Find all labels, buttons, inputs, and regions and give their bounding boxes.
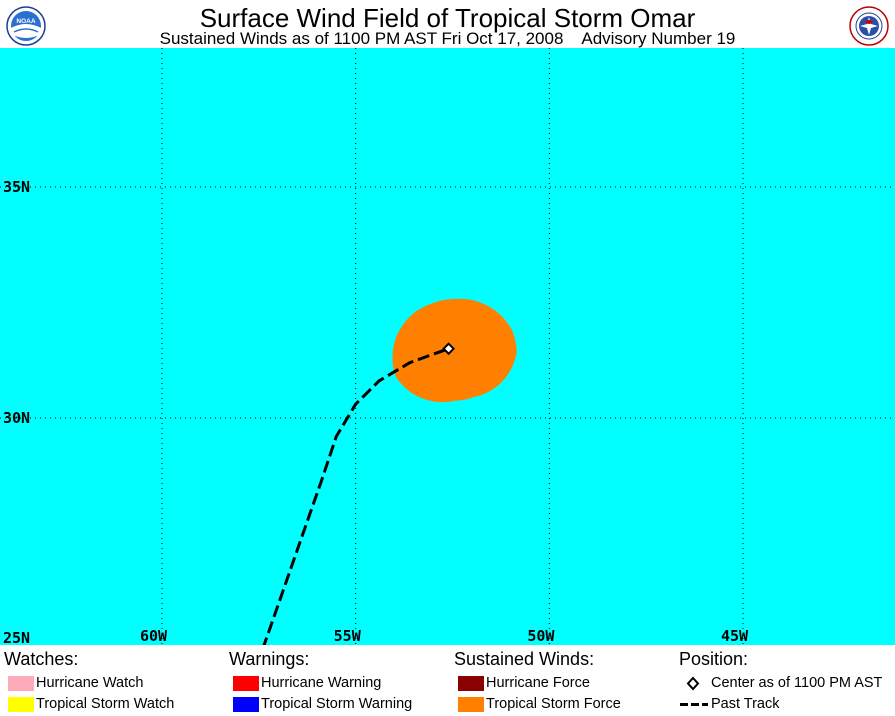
legend-item-hurricane-warning: Hurricane Warning	[229, 673, 412, 694]
legend-label: Hurricane Watch	[36, 675, 144, 691]
legend-winds-heading: Sustained Winds:	[454, 649, 595, 669]
diamond-icon	[686, 676, 700, 691]
storm-map: 35N 30N 25N 60W 55W 50W 45W	[0, 48, 895, 645]
tropical-storm-force-wind-area	[392, 298, 517, 403]
legend-item-hurricane-force: Hurricane Force	[454, 673, 621, 694]
legend-watches: Watches: Hurricane Watch Tropical Storm …	[4, 649, 174, 715]
dashed-line-icon	[680, 703, 708, 706]
lat-label: 25N	[3, 629, 30, 645]
lat-label: 30N	[3, 409, 30, 427]
hurricane-force-swatch	[458, 676, 484, 691]
tropical-storm-warning-swatch	[233, 697, 259, 712]
legend-label: Hurricane Force	[486, 675, 590, 691]
past-track-line	[262, 347, 450, 645]
noaa-logo-text: NOAA	[16, 18, 35, 25]
legend-label: Tropical Storm Warning	[261, 696, 413, 712]
lon-label: 45W	[721, 627, 749, 645]
legend-sustained-winds: Sustained Winds: Hurricane Force Tropica…	[454, 649, 621, 715]
legend-item-tropical-storm-watch: Tropical Storm Watch	[4, 694, 174, 715]
legend-warnings: Warnings: Hurricane Warning Tropical Sto…	[229, 649, 412, 715]
lat-lon-grid	[0, 48, 895, 645]
legend-item-tropical-storm-warning: Tropical Storm Warning	[229, 694, 412, 715]
lon-label: 50W	[527, 627, 555, 645]
map-header: NOAA Surface Wind Field of Tropical Stor…	[0, 0, 895, 48]
wind-field-layer	[392, 298, 517, 403]
hurricane-warning-swatch	[233, 676, 259, 691]
past-track-layer	[262, 347, 450, 645]
legend-label: Center as of 1100 PM AST	[711, 675, 883, 691]
tropical-storm-force-swatch	[458, 697, 484, 712]
tropical-storm-watch-swatch	[8, 697, 34, 712]
hurricane-watch-swatch	[8, 676, 34, 691]
legend-item-hurricane-watch: Hurricane Watch	[4, 673, 174, 694]
page-title: Surface Wind Field of Tropical Storm Oma…	[199, 3, 696, 33]
legend-label: Past Track	[711, 696, 780, 712]
legend-label: Tropical Storm Watch	[36, 696, 175, 712]
grid-labels: 35N 30N 25N 60W 55W 50W 45W	[3, 178, 749, 645]
legend-item-past-track: Past Track	[679, 694, 882, 715]
page-subtitle: Sustained Winds as of 1100 PM AST Fri Oc…	[159, 29, 736, 48]
legend-label: Tropical Storm Force	[486, 696, 621, 712]
noaa-logo: NOAA	[6, 6, 46, 46]
storm-center-layer	[442, 342, 456, 356]
lat-label: 35N	[3, 178, 30, 196]
legend-warnings-heading: Warnings:	[229, 649, 310, 669]
legend-position: Position: Center as of 1100 PM AST Past …	[679, 649, 882, 715]
legend-item-center: Center as of 1100 PM AST	[679, 673, 882, 694]
lon-label: 55W	[334, 627, 362, 645]
nws-logo	[849, 6, 889, 46]
map-legend: Watches: Hurricane Watch Tropical Storm …	[0, 645, 895, 716]
legend-position-heading: Position:	[679, 649, 749, 669]
legend-watches-heading: Watches:	[4, 649, 79, 669]
legend-item-tropical-storm-force: Tropical Storm Force	[454, 694, 621, 715]
legend-label: Hurricane Warning	[261, 675, 382, 691]
lon-label: 60W	[140, 627, 168, 645]
storm-center-marker	[442, 342, 456, 356]
